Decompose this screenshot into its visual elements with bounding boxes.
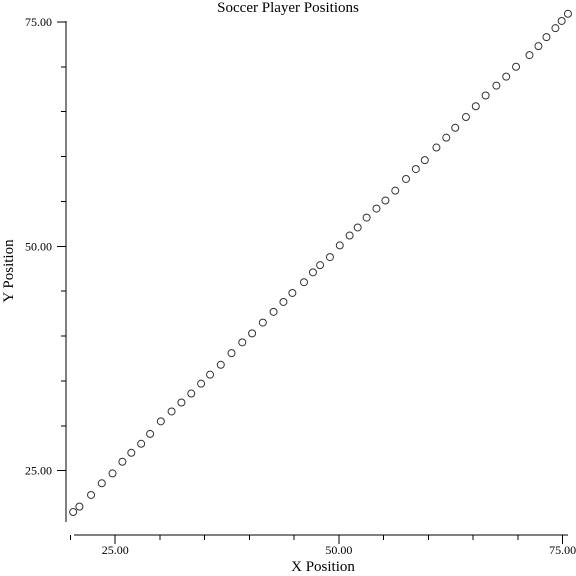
data-point xyxy=(492,81,501,90)
data-point xyxy=(288,288,297,297)
data-point xyxy=(391,186,400,195)
data-point xyxy=(563,9,572,18)
y-tick-label: 25.00 xyxy=(25,464,52,478)
data-point xyxy=(258,318,267,327)
data-point xyxy=(279,297,288,306)
data-point xyxy=(187,389,196,398)
data-point xyxy=(502,72,511,81)
data-point xyxy=(353,223,362,232)
y-axis-ticks: 25.00 50.00 75.00 xyxy=(25,15,66,478)
data-point xyxy=(97,479,106,488)
data-point xyxy=(451,123,460,132)
chart-title: Soccer Player Positions xyxy=(217,0,359,16)
data-point xyxy=(362,213,371,222)
x-tick-label: 75.00 xyxy=(549,543,576,557)
data-point xyxy=(137,439,146,448)
data-point xyxy=(156,417,165,426)
x-axis-ticks: 25.00 50.00 75.00 xyxy=(69,535,576,557)
data-point xyxy=(308,268,317,277)
data-point xyxy=(75,502,84,511)
data-point xyxy=(525,51,534,60)
x-tick-label: 50.00 xyxy=(325,543,352,557)
data-point xyxy=(197,379,206,388)
data-point xyxy=(269,307,278,316)
data-point xyxy=(381,196,390,205)
data-point xyxy=(300,278,308,287)
data-point xyxy=(87,490,96,499)
data-point xyxy=(402,174,410,183)
data-point xyxy=(442,133,451,142)
data-point xyxy=(372,204,381,213)
data-point xyxy=(345,231,354,240)
data-point xyxy=(206,370,215,379)
data-point xyxy=(335,241,344,250)
data-point xyxy=(551,24,560,33)
data-point xyxy=(238,338,247,347)
data-point xyxy=(534,42,543,51)
y-tick-label: 75.00 xyxy=(25,15,52,29)
data-point xyxy=(167,407,176,416)
data-point xyxy=(325,253,334,262)
data-point xyxy=(316,261,325,270)
data-point xyxy=(216,360,225,369)
x-axis-label: X Position xyxy=(291,559,355,575)
data-point xyxy=(411,165,420,174)
y-axis-label: Y Position xyxy=(1,239,17,303)
data-point xyxy=(557,16,566,25)
data-point xyxy=(118,457,127,466)
data-point xyxy=(69,508,78,517)
data-point xyxy=(108,469,117,478)
data-points xyxy=(69,9,572,517)
data-point xyxy=(146,429,155,438)
data-point xyxy=(512,62,521,71)
data-point xyxy=(420,156,429,165)
data-point xyxy=(461,113,470,122)
data-point xyxy=(432,143,441,152)
data-point xyxy=(227,349,236,358)
data-point xyxy=(177,398,186,407)
data-point xyxy=(542,33,551,42)
data-point xyxy=(248,329,257,338)
data-point xyxy=(127,448,136,457)
data-point xyxy=(471,102,480,111)
x-tick-label: 25.00 xyxy=(102,543,129,557)
y-tick-label: 50.00 xyxy=(25,239,52,253)
data-point xyxy=(481,91,490,100)
